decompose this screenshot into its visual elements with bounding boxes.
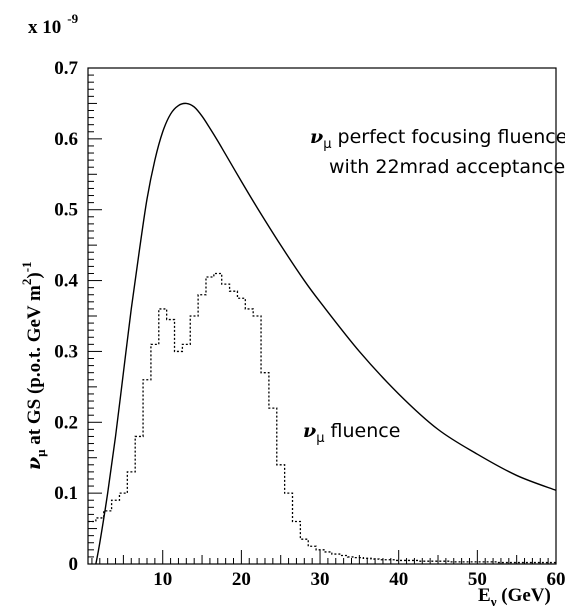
x-tick-label: 20	[232, 569, 251, 590]
scale-label: x 10 -9	[28, 11, 79, 38]
x-tick-label: 30	[311, 569, 330, 590]
perfect-focusing-curve	[95, 102, 557, 565]
fluence-histogram	[88, 272, 556, 564]
annotation-focusing-line1: νμ perfect focusing fluence	[310, 126, 565, 152]
y-tick-label: 0.6	[54, 129, 78, 150]
annotation-focusing-line2: with 22mrad acceptance	[329, 156, 565, 178]
x-tick-label: 40	[389, 569, 408, 590]
y-tick-label: 0.3	[54, 341, 78, 362]
axis-tick-labels: 10 20 30 40 50 60 0 0.1 0.2 0.3 0.4 0.5 0.6 0.7	[54, 58, 565, 590]
y-tick-label: 0.4	[54, 271, 78, 292]
y-axis-title: νμ at GS (p.o.t. GeV m2)-1	[19, 261, 48, 470]
y-tick-label: 0.2	[54, 412, 78, 433]
x-tick-label: 60	[547, 569, 565, 590]
x-axis-title: Eν (GeV)	[478, 585, 551, 608]
y-tick-label: 0.7	[54, 58, 78, 79]
y-tick-label: 0	[69, 554, 79, 575]
annotation-fluence: νμ fluence	[303, 420, 400, 446]
y-tick-label: 0.1	[54, 483, 78, 504]
x-tick-label: 10	[153, 569, 172, 590]
axis-ticks	[88, 67, 557, 565]
y-tick-label: 0.5	[54, 200, 78, 221]
x-tick-label: 50	[468, 569, 487, 590]
